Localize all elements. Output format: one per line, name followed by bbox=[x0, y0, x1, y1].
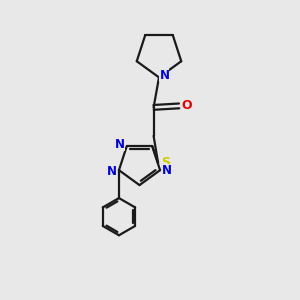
Text: O: O bbox=[181, 99, 192, 112]
Text: N: N bbox=[107, 165, 117, 178]
Text: N: N bbox=[159, 69, 170, 82]
Text: S: S bbox=[161, 156, 170, 169]
Text: N: N bbox=[162, 164, 172, 177]
Text: N: N bbox=[115, 138, 125, 151]
